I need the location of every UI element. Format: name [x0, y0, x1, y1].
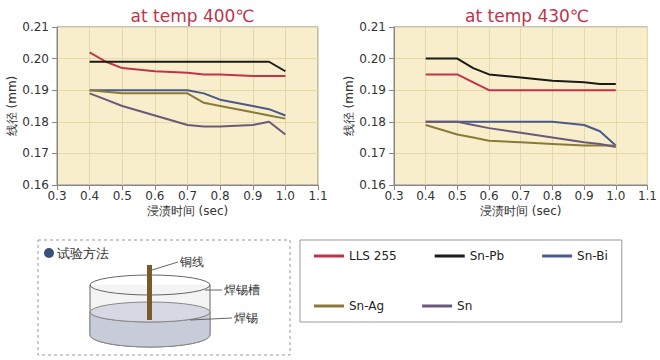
svg-text:焊锡槽: 焊锡槽 [224, 283, 260, 297]
svg-text:Sn-Ag: Sn-Ag [349, 299, 384, 313]
svg-text:0.4: 0.4 [416, 189, 435, 203]
svg-text:0.19: 0.19 [359, 83, 386, 97]
svg-text:0.3: 0.3 [47, 189, 66, 203]
svg-text:at temp 400℃: at temp 400℃ [131, 6, 255, 26]
svg-text:浸渍时间 (sec): 浸渍时间 (sec) [147, 204, 228, 218]
svg-text:0.7: 0.7 [511, 189, 530, 203]
svg-text:0.7: 0.7 [178, 189, 197, 203]
svg-text:0.8: 0.8 [211, 189, 230, 203]
svg-text:1.0: 1.0 [606, 189, 625, 203]
svg-text:0.18: 0.18 [22, 115, 49, 129]
svg-text:0.5: 0.5 [113, 189, 132, 203]
svg-text:0.9: 0.9 [243, 189, 262, 203]
svg-text:1.1: 1.1 [308, 189, 327, 203]
svg-text:0.6: 0.6 [145, 189, 164, 203]
svg-text:1.1: 1.1 [638, 189, 657, 203]
svg-text:铜线: 铜线 [179, 255, 204, 269]
svg-text:0.17: 0.17 [22, 146, 49, 160]
svg-text:0.16: 0.16 [22, 178, 49, 192]
svg-text:LLS 255: LLS 255 [349, 249, 397, 263]
svg-text:0.4: 0.4 [80, 189, 99, 203]
svg-text:Sn-Bi: Sn-Bi [577, 249, 608, 263]
svg-text:0.16: 0.16 [359, 178, 386, 192]
svg-text:试验方法: 试验方法 [57, 246, 109, 261]
svg-text:线径 (mm): 线径 (mm) [5, 76, 19, 137]
svg-text:0.19: 0.19 [22, 83, 49, 97]
svg-text:0.9: 0.9 [575, 189, 594, 203]
svg-text:1.0: 1.0 [276, 189, 295, 203]
svg-text:线径 (mm): 线径 (mm) [342, 76, 356, 137]
svg-text:0.18: 0.18 [359, 115, 386, 129]
svg-text:0.6: 0.6 [479, 189, 498, 203]
svg-text:0.8: 0.8 [543, 189, 562, 203]
svg-text:0.20: 0.20 [22, 52, 49, 66]
svg-text:0.20: 0.20 [359, 52, 386, 66]
svg-text:0.5: 0.5 [448, 189, 467, 203]
svg-text:0.21: 0.21 [359, 20, 386, 34]
svg-text:Sn: Sn [457, 299, 472, 313]
svg-text:Sn-Pb: Sn-Pb [470, 249, 504, 263]
svg-text:0.21: 0.21 [22, 20, 49, 34]
svg-text:0.17: 0.17 [359, 146, 386, 160]
svg-text:0.3: 0.3 [384, 189, 403, 203]
svg-text:浸渍时间 (sec): 浸渍时间 (sec) [480, 204, 561, 218]
svg-text:焊锡: 焊锡 [234, 311, 258, 325]
svg-text:at temp 430℃: at temp 430℃ [465, 6, 589, 26]
